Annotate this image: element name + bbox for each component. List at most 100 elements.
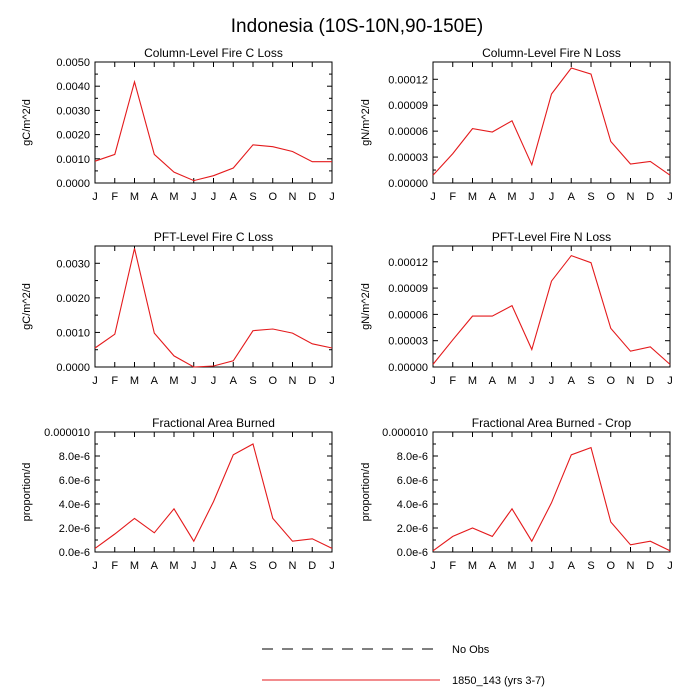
- x-tick-label: O: [606, 191, 615, 203]
- x-tick-label: N: [289, 375, 297, 387]
- x-tick-label: A: [489, 191, 497, 203]
- x-tick-label: F: [111, 560, 118, 572]
- y-tick-label: 0.00009: [388, 100, 428, 112]
- x-tick-label: D: [308, 375, 316, 387]
- plot-frame: [94, 61, 333, 184]
- y-tick-label: 0.000010: [382, 427, 428, 439]
- y-tick-label: 0.00003: [388, 336, 428, 348]
- y-tick-label: 0.0000: [56, 178, 90, 190]
- y-axis-label: proportion/d: [360, 463, 372, 522]
- x-tick-label: D: [646, 191, 654, 203]
- y-axis-label: gN/m^2/d: [360, 99, 372, 146]
- x-tick-label: M: [169, 560, 178, 572]
- y-tick-label: 0.000010: [44, 427, 90, 439]
- x-tick-label: S: [587, 375, 594, 387]
- x-tick-label: F: [449, 560, 456, 572]
- x-tick-label: N: [289, 560, 297, 572]
- x-tick-label: M: [468, 191, 477, 203]
- x-tick-label: O: [606, 560, 615, 572]
- series-line: [432, 254, 671, 365]
- y-tick-label: 2.0e-6: [397, 523, 428, 535]
- x-tick-label: M: [130, 191, 139, 203]
- x-tick-label: M: [169, 191, 178, 203]
- y-tick-label: 0.0e-6: [397, 547, 428, 559]
- x-tick-label: J: [329, 375, 335, 387]
- plot-frame: [432, 245, 671, 368]
- x-tick-label: M: [507, 560, 516, 572]
- y-tick-label: 0.00006: [388, 126, 428, 138]
- y-tick-label: 0.0040: [56, 81, 90, 93]
- x-tick-label: A: [151, 375, 159, 387]
- x-tick-label: F: [111, 191, 118, 203]
- y-tick-label: 0.0010: [56, 327, 90, 339]
- y-tick-label: 2.0e-6: [59, 523, 90, 535]
- x-tick-label: M: [130, 375, 139, 387]
- x-tick-label: A: [568, 375, 576, 387]
- x-tick-label: D: [308, 560, 316, 572]
- panel-title: Fractional Area Burned - Crop: [472, 416, 632, 430]
- x-tick-label: O: [268, 560, 277, 572]
- x-tick-label: J: [549, 560, 555, 572]
- y-tick-label: 0.00003: [388, 152, 428, 164]
- x-tick-label: F: [111, 375, 118, 387]
- series-line: [432, 67, 671, 176]
- x-tick-label: J: [329, 191, 335, 203]
- y-tick-label: 8.0e-6: [59, 451, 90, 463]
- x-tick-label: S: [587, 191, 594, 203]
- plot-frame: [94, 431, 333, 553]
- y-tick-label: 0.0020: [56, 130, 90, 142]
- x-tick-label: J: [92, 375, 98, 387]
- x-tick-label: N: [627, 560, 635, 572]
- x-tick-label: A: [151, 191, 159, 203]
- x-tick-label: A: [151, 560, 159, 572]
- series-line: [94, 79, 332, 182]
- y-axis-label: proportion/d: [21, 463, 33, 522]
- panel-title: PFT-Level Fire N Loss: [492, 230, 611, 244]
- x-tick-label: D: [646, 560, 654, 572]
- panel-title: Column-Level Fire C Loss: [144, 46, 283, 60]
- x-tick-label: M: [507, 375, 516, 387]
- y-tick-label: 0.00012: [388, 74, 428, 86]
- x-tick-label: J: [529, 375, 535, 387]
- y-tick-label: 4.0e-6: [59, 499, 90, 511]
- y-tick-label: 0.0020: [56, 293, 90, 305]
- y-tick-label: 0.0010: [56, 154, 90, 166]
- x-tick-label: J: [549, 375, 555, 387]
- x-tick-label: J: [667, 191, 673, 203]
- x-tick-label: A: [489, 560, 497, 572]
- y-tick-label: 0.00006: [388, 309, 428, 321]
- x-tick-label: M: [169, 375, 178, 387]
- x-tick-label: J: [549, 191, 555, 203]
- x-tick-label: N: [627, 191, 635, 203]
- x-tick-label: J: [430, 375, 436, 387]
- y-tick-label: 0.00009: [388, 283, 428, 295]
- y-tick-label: 0.00000: [388, 178, 428, 190]
- y-tick-label: 6.0e-6: [397, 475, 428, 487]
- x-tick-label: A: [230, 191, 238, 203]
- legend-label-2: 1850_143 (yrs 3-7): [452, 675, 545, 687]
- series-line: [432, 446, 671, 552]
- x-tick-label: M: [130, 560, 139, 572]
- plot-frame: [432, 431, 671, 553]
- legend-label-1: No Obs: [452, 644, 490, 656]
- x-tick-label: J: [529, 560, 535, 572]
- y-tick-label: 4.0e-6: [397, 499, 428, 511]
- x-tick-label: D: [646, 375, 654, 387]
- x-tick-label: F: [449, 375, 456, 387]
- series-line: [94, 248, 333, 368]
- x-tick-label: A: [568, 560, 576, 572]
- x-tick-label: S: [249, 375, 256, 387]
- x-tick-label: F: [449, 191, 456, 203]
- x-tick-label: O: [268, 375, 277, 387]
- plot-frame: [432, 61, 671, 184]
- y-axis-label: gN/m^2/d: [360, 283, 372, 330]
- y-tick-label: 0.0e-6: [59, 547, 90, 559]
- x-tick-label: M: [468, 375, 477, 387]
- y-tick-label: 0.0030: [56, 258, 90, 270]
